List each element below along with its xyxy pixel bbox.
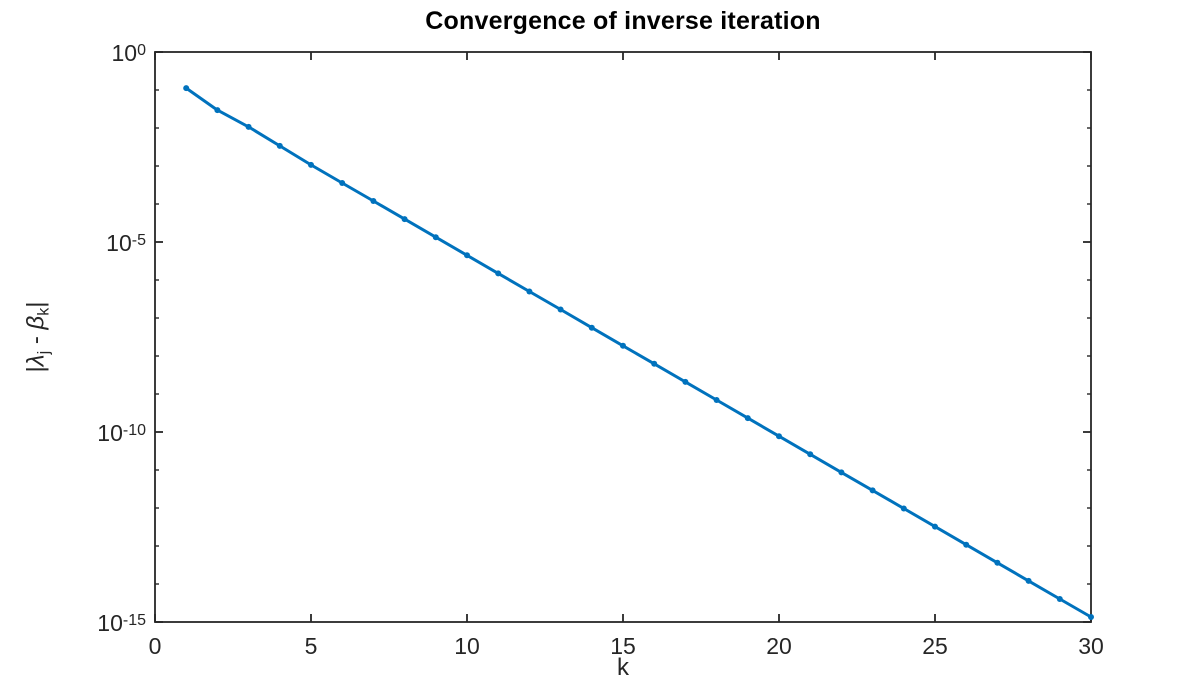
data-point-marker (682, 378, 689, 385)
x-tick-label: 0 (148, 633, 162, 659)
convergence-line (184, 86, 1093, 619)
data-point-marker (276, 142, 283, 149)
data-point-marker (370, 198, 377, 204)
data-point-marker (495, 270, 502, 277)
data-point-marker (401, 216, 408, 223)
data-point-marker (1025, 577, 1032, 584)
data-point-marker (713, 397, 720, 403)
x-tick-label: 5 (304, 633, 318, 659)
data-point-marker (432, 234, 439, 241)
ylabel-lambda-subscript: j (35, 350, 53, 355)
data-point-marker (838, 469, 845, 476)
data-point-marker (214, 107, 221, 114)
data-point-marker (963, 541, 970, 548)
y-axis-label: |λj - βk| (23, 302, 54, 373)
x-tick-label: 30 (1078, 633, 1104, 659)
y-tick-label: 10-10 (97, 420, 146, 446)
ylabel-open-bar: | (22, 366, 50, 373)
x-axis-label: k (617, 654, 629, 681)
data-point-marker (183, 85, 190, 92)
data-point-marker (900, 505, 907, 512)
y-tick-label: 10-5 (106, 230, 146, 256)
y-tick-label: 100 (111, 40, 147, 66)
data-point-marker (932, 523, 938, 530)
ylabel-beta: β (22, 315, 50, 330)
data-point-marker (620, 342, 626, 349)
y-tick-label: 10-15 (97, 610, 146, 636)
data-point-marker (1088, 614, 1094, 620)
data-point-marker (588, 324, 595, 331)
data-point-marker (557, 306, 564, 313)
data-point-marker (526, 288, 533, 295)
data-point-marker (807, 451, 814, 458)
x-tick-label: 15 (610, 633, 636, 659)
data-point-marker (994, 559, 1001, 566)
data-point-marker (464, 252, 470, 259)
ylabel-beta-subscript: k (35, 307, 53, 316)
data-point-marker (339, 180, 346, 186)
data-point-marker (1056, 596, 1063, 602)
data-point-marker (744, 415, 751, 422)
chart-title: Convergence of inverse iteration (425, 7, 821, 35)
ylabel-close-bar: | (22, 301, 50, 308)
x-tick-label: 25 (922, 633, 948, 659)
x-tick-label: 20 (766, 633, 792, 659)
ylabel-lambda: λ (22, 354, 50, 367)
data-point-marker (776, 433, 782, 440)
data-point-marker (651, 360, 658, 367)
x-tick-label: 10 (454, 633, 480, 659)
data-point-marker (869, 487, 876, 494)
data-point-marker (308, 161, 314, 168)
ylabel-minus: - (22, 329, 50, 351)
data-point-marker (245, 123, 252, 130)
